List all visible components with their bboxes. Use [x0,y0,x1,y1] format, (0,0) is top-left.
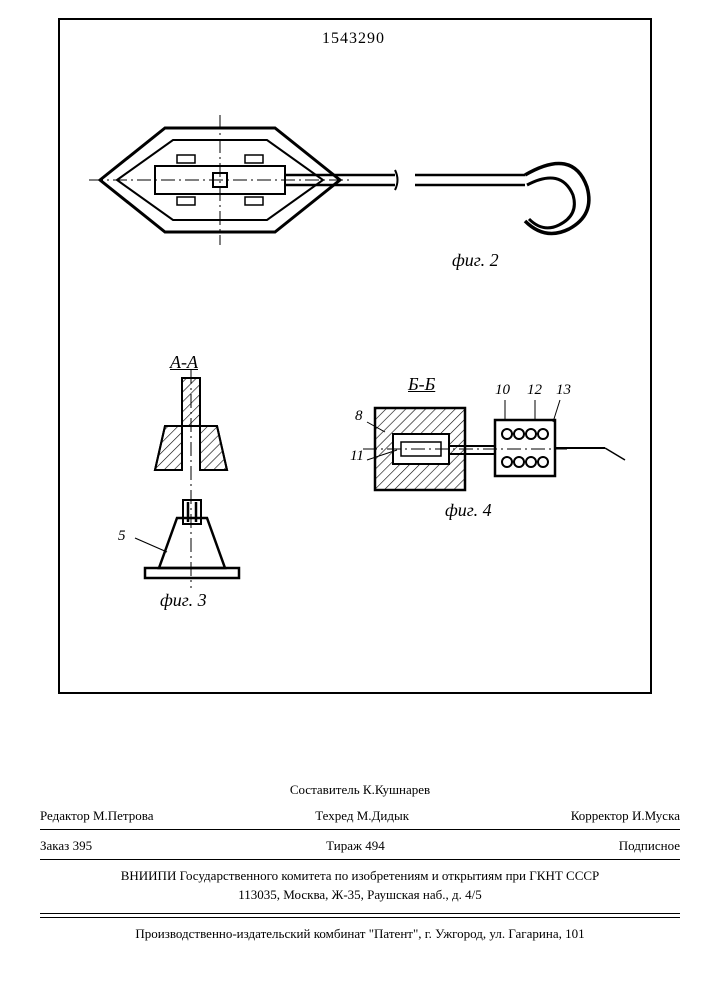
order-no: 395 [73,838,93,853]
fig3-ref-5: 5 [118,528,126,545]
patent-number: 1543290 [0,30,707,48]
fig4-ref-11: 11 [350,448,364,465]
fig4-label: фиг. 4 [445,500,492,521]
compiler-name: К.Кушнарев [363,782,430,797]
footer: Составитель К.Кушнарев Редактор М.Петров… [40,780,680,943]
fig2-label: фиг. 2 [452,250,499,271]
print-run-label: Тираж [326,838,362,853]
corrector-label: Корректор [571,808,629,823]
figure-3 [115,370,285,600]
print-run: 494 [365,838,385,853]
fig4-ref-13: 13 [556,382,571,399]
fig3-label: фиг. 3 [160,590,207,611]
editor-label: Редактор [40,808,90,823]
institution-line1: ВНИИПИ Государственного комитета по изоб… [40,866,680,886]
institution-line2: 113035, Москва, Ж-35, Раушская наб., д. … [40,885,680,905]
order-label: Заказ [40,838,69,853]
printer-line: Производственно-издательский комбинат "П… [40,924,680,944]
compiler-label: Составитель [290,782,360,797]
fig4-ref-8: 8 [355,408,363,425]
fig4-ref-12: 12 [527,382,542,399]
figure-2 [95,110,605,265]
signed: Подписное [619,836,680,856]
techred-name: М.Дидык [357,808,409,823]
editor-name: М.Петрова [93,808,154,823]
fig4-ref-10: 10 [495,382,510,399]
techred-label: Техред [315,808,353,823]
corrector-name: И.Муска [632,808,680,823]
